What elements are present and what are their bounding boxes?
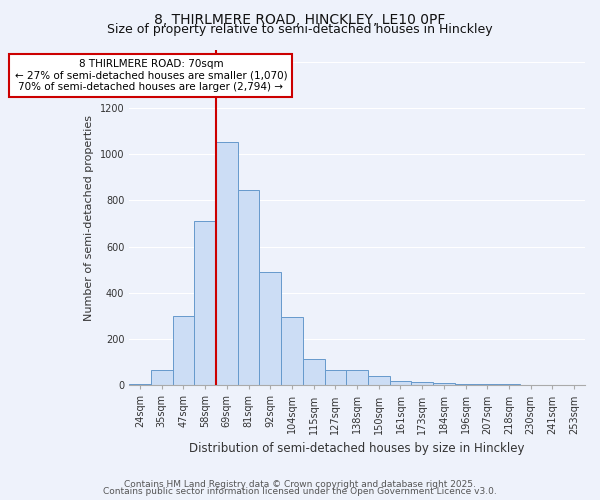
- Text: Contains public sector information licensed under the Open Government Licence v3: Contains public sector information licen…: [103, 487, 497, 496]
- Bar: [412, 382, 433, 386]
- Y-axis label: Number of semi-detached properties: Number of semi-detached properties: [84, 114, 94, 320]
- Bar: [259, 272, 281, 386]
- Text: Size of property relative to semi-detached houses in Hinckley: Size of property relative to semi-detach…: [107, 22, 493, 36]
- Text: 8, THIRLMERE ROAD, HINCKLEY, LE10 0PF: 8, THIRLMERE ROAD, HINCKLEY, LE10 0PF: [154, 12, 446, 26]
- Bar: [455, 384, 476, 386]
- Text: Contains HM Land Registry data © Crown copyright and database right 2025.: Contains HM Land Registry data © Crown c…: [124, 480, 476, 489]
- Bar: [216, 142, 238, 386]
- Bar: [563, 384, 585, 386]
- Bar: [303, 358, 325, 386]
- Bar: [194, 221, 216, 386]
- Bar: [281, 317, 303, 386]
- Bar: [389, 380, 412, 386]
- Bar: [520, 384, 542, 386]
- Bar: [129, 384, 151, 386]
- Bar: [368, 376, 389, 386]
- Bar: [325, 370, 346, 386]
- Bar: [433, 384, 455, 386]
- Bar: [173, 316, 194, 386]
- Bar: [238, 190, 259, 386]
- X-axis label: Distribution of semi-detached houses by size in Hinckley: Distribution of semi-detached houses by …: [190, 442, 525, 455]
- Bar: [498, 384, 520, 386]
- Bar: [151, 370, 173, 386]
- Text: 8 THIRLMERE ROAD: 70sqm
← 27% of semi-detached houses are smaller (1,070)
70% of: 8 THIRLMERE ROAD: 70sqm ← 27% of semi-de…: [14, 59, 287, 92]
- Bar: [476, 384, 498, 386]
- Bar: [346, 370, 368, 386]
- Bar: [542, 384, 563, 386]
